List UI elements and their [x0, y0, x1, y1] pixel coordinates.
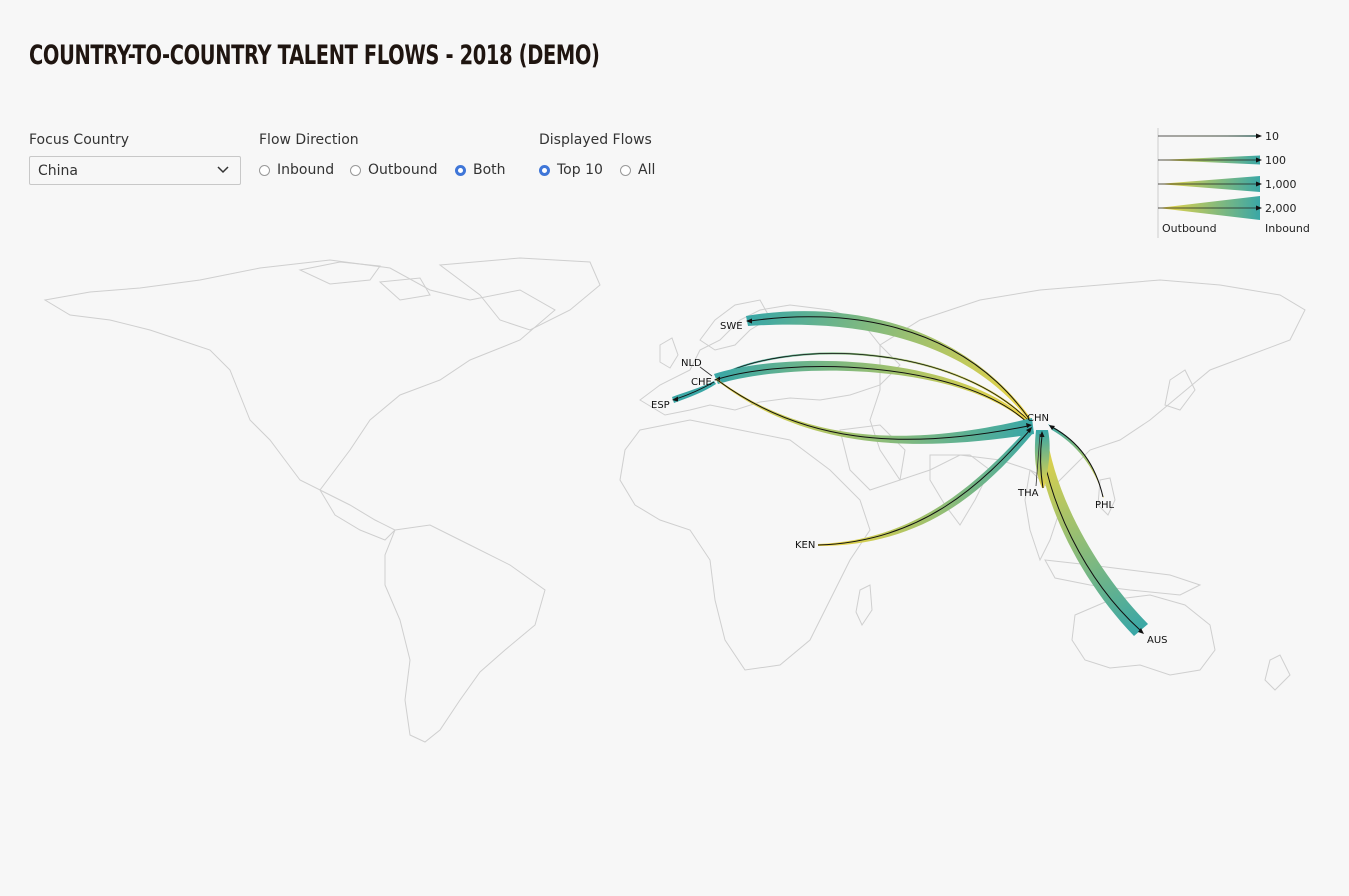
direction-option-label: Both: [473, 162, 506, 178]
flow-arrow-line: [1040, 435, 1044, 489]
radio-circle-selected: [539, 164, 550, 176]
philippines-outline: [1097, 477, 1116, 516]
country-label-phl: PHL: [1095, 500, 1115, 511]
page-title: COUNTRY-TO-COUNTRY TALENT FLOWS - 2018 (…: [29, 40, 600, 71]
country-label-esp: ESP: [651, 400, 670, 411]
legend-arrowhead: [1256, 181, 1262, 187]
india-outline: [929, 454, 991, 526]
flow-width-legend: 10 100 1,000 2,000 Outbound Inbound: [1157, 128, 1310, 238]
nld-leader-line: [699, 366, 713, 377]
legend-outbound-label: Outbound: [1162, 222, 1217, 235]
uk-outline: [659, 337, 679, 369]
africa-outline: [619, 419, 871, 671]
flow-arrowhead: [746, 318, 752, 324]
chevron-down-icon: [217, 166, 229, 174]
tha-leader-line: [1035, 433, 1041, 487]
flow-arrow-line: [817, 429, 1031, 546]
country-label-aus: AUS: [1147, 635, 1168, 646]
flow-arrow-line: [749, 316, 1031, 421]
direction-radio-both[interactable]: Both: [455, 162, 506, 178]
flow-arrow-line: [1051, 426, 1104, 498]
flows-radio-top10[interactable]: Top 10: [539, 162, 603, 178]
focus-country-value: China: [38, 163, 78, 179]
asia-outline: [869, 279, 1306, 491]
arabia-outline: [839, 424, 906, 491]
displayed-flows-label: Displayed Flows: [539, 132, 652, 148]
flow-arrow-line: [675, 381, 715, 400]
flow-arrowhead: [1138, 628, 1144, 634]
flows-option-label: Top 10: [557, 162, 603, 178]
south-america-outline: [384, 524, 546, 743]
legend-value-10: 10: [1265, 130, 1279, 143]
flow-ken-chn: [818, 426, 1034, 546]
country-label-che: CHE: [691, 377, 712, 388]
flow-arrowhead: [1049, 425, 1055, 430]
europe-outline: [639, 304, 901, 416]
radio-circle: [620, 164, 631, 176]
country-label-chn: CHN: [1027, 413, 1049, 424]
flow-tha-chn: [1034, 430, 1050, 488]
flows-option-label: All: [638, 162, 656, 178]
legend-value-1000: 1,000: [1265, 178, 1297, 191]
radio-circle: [259, 164, 270, 176]
flow-che-chn: [716, 378, 1034, 444]
greenland-outline: [438, 257, 601, 331]
flow-arrow-line: [715, 378, 1029, 440]
central-america-outline: [318, 488, 396, 541]
indonesia-outline: [1044, 559, 1202, 596]
radio-circle: [350, 164, 361, 176]
flow-direction-label: Flow Direction: [259, 132, 359, 148]
madagascar-outline: [855, 584, 873, 627]
australia-outline: [1071, 594, 1216, 676]
flows-layer: [672, 311, 1148, 636]
legend-arrowhead: [1256, 133, 1262, 139]
country-label-tha: THA: [1017, 488, 1039, 499]
focus-country-label: Focus Country: [29, 132, 130, 148]
direction-radio-inbound[interactable]: Inbound: [259, 162, 334, 178]
legend-value-2000: 2,000: [1265, 202, 1297, 215]
flow-arrow-line: [715, 353, 1031, 423]
new-zealand-outline: [1264, 654, 1291, 691]
flows-radio-all[interactable]: All: [620, 162, 655, 178]
country-label-swe: SWE: [720, 321, 743, 332]
direction-option-label: Inbound: [277, 162, 335, 178]
flow-chn-swe: [746, 311, 1032, 422]
legend-value-100: 100: [1265, 154, 1286, 167]
flow-arrowhead: [1026, 423, 1032, 428]
north-america-outline: [43, 259, 556, 491]
country-label-nld: NLD: [681, 358, 702, 369]
japan-outline: [1164, 369, 1196, 411]
arctic-islands-outline: [298, 261, 431, 301]
focus-country-select[interactable]: China: [29, 156, 241, 185]
flow-arrowhead: [1039, 431, 1045, 437]
legend-arrowhead: [1256, 205, 1262, 211]
direction-radio-outbound[interactable]: Outbound: [350, 162, 437, 178]
flow-arrow-line: [717, 366, 1029, 424]
legend-arrowhead: [1256, 157, 1262, 163]
radio-circle-selected: [455, 164, 466, 176]
flow-chn-che: [714, 360, 1030, 424]
flow-arrowhead: [672, 396, 678, 402]
flow-arrowhead: [1026, 427, 1032, 433]
world-flow-map: SWE NLD CHE ESP CHN THA PHL KEN AUS: [43, 257, 1306, 743]
legend-inbound-label: Inbound: [1265, 222, 1310, 235]
country-label-ken: KEN: [795, 540, 815, 551]
direction-option-label: Outbound: [368, 162, 438, 178]
country-labels: SWE NLD CHE ESP CHN THA PHL KEN AUS: [651, 321, 1168, 646]
world-map-outline: [43, 257, 1306, 743]
